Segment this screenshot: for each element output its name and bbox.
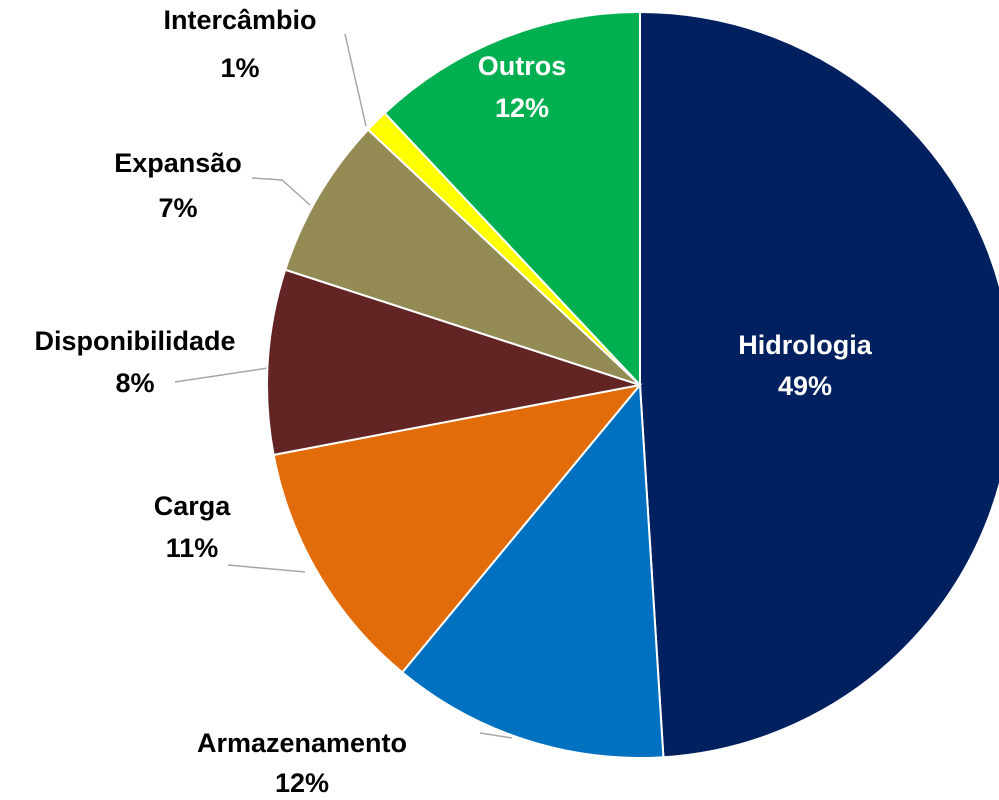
pie-slice — [266, 268, 641, 457]
slice-value-label: 1% — [220, 53, 259, 83]
leader-line — [479, 732, 513, 739]
slice-label: Carga — [154, 491, 232, 521]
pie-slice — [283, 128, 641, 386]
slice-label: Hidrologia — [738, 330, 872, 360]
slice-value-label: 49% — [778, 371, 832, 401]
slice-value-label: 7% — [158, 193, 197, 223]
slices — [266, 10, 999, 759]
pie-slice — [639, 10, 999, 759]
labels: Hidrologia 49% Armazenamento 12% Carga 11% Dis… — [34, 5, 872, 798]
slice-label: Disponibilidade — [34, 326, 235, 356]
leader-lines — [174, 33, 513, 739]
leader-line — [344, 33, 367, 127]
slice-value-label: 11% — [166, 533, 219, 563]
leader-line — [174, 367, 269, 383]
slice-value-label: 12% — [495, 93, 549, 123]
slice-label: Outros — [478, 51, 567, 81]
slice-value-label: 8% — [115, 368, 154, 398]
leader-line — [251, 177, 311, 206]
pie-slice — [383, 10, 641, 388]
pie-slice — [400, 382, 665, 759]
slice-label: Armazenamento — [197, 728, 407, 758]
pie-slice — [272, 383, 643, 674]
leader-line — [227, 564, 306, 573]
slice-label: Intercâmbio — [163, 5, 316, 35]
slice-label: Expansão — [114, 148, 242, 178]
slice-value-label: 12% — [275, 768, 329, 798]
